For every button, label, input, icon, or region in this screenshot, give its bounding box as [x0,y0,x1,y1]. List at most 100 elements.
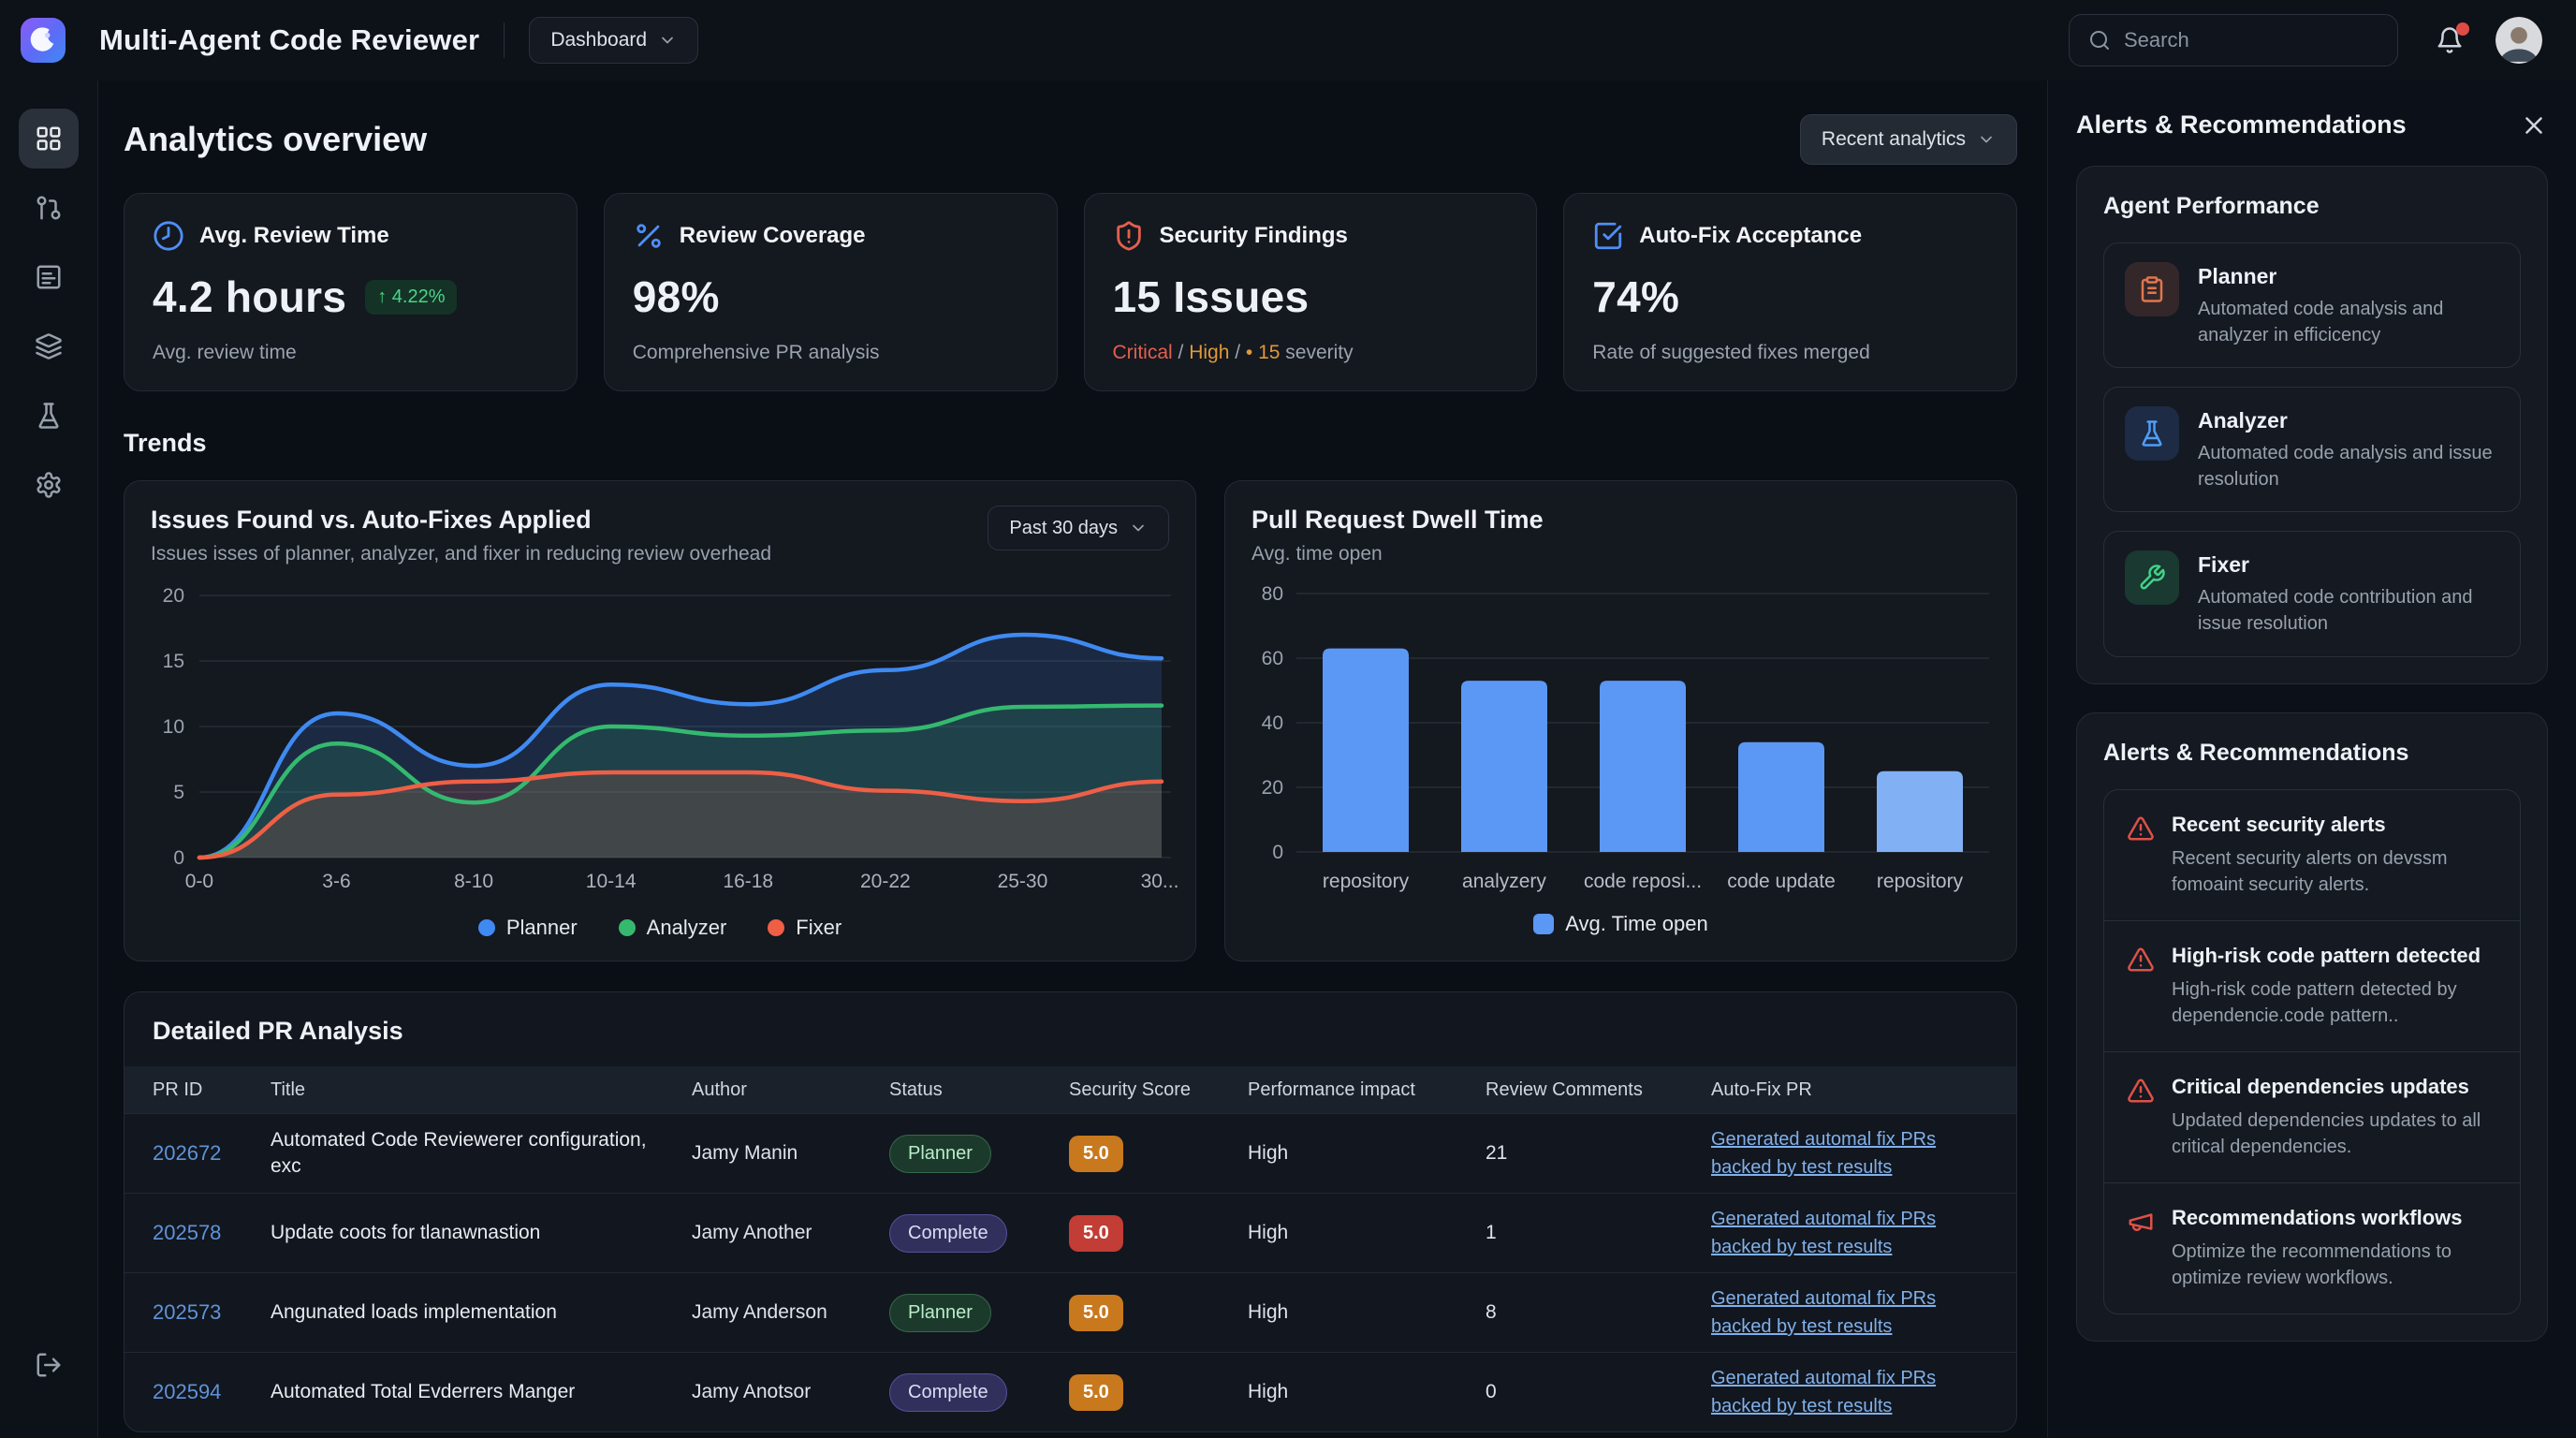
pr-title: Update coots for tlanawnastion [271,1221,541,1243]
x-axis-tick-label: 30... [1140,871,1179,892]
sidebar-item-experiments[interactable] [19,386,79,446]
review-queue-icon [37,265,61,289]
x-axis-tick-label: 8-10 [454,871,494,892]
alert-title: Recommendations workflows [2172,1205,2463,1229]
performance-impact: High [1248,1142,1289,1164]
column-header: Review Comments [1486,1078,1643,1100]
stat-label: Avg. Review Time [199,223,389,248]
legend-item: Planner [477,916,578,940]
charts-row: Issues Found vs. Auto-Fixes Applied Issu… [124,480,2017,961]
auto-fix-pr-link[interactable]: Generated automal fix PRs backed by test… [1711,1288,1937,1337]
agent-name: Fixer [2198,552,2249,578]
search-icon [2090,31,2109,50]
sidebar-item-pull-requests[interactable] [19,178,79,238]
alert-item: Critical dependencies updates Updated de… [2104,1050,2520,1182]
recent-analytics-dropdown[interactable]: Recent analytics [1799,114,2017,165]
sidebar-item-settings[interactable] [19,455,79,515]
logo-swirl-icon [30,27,54,51]
app-logo[interactable] [21,18,66,63]
stat-card: Avg. Review Time 4.2 hours ↑ 4.22% Avg. … [124,193,578,391]
security-score-badge: 5.0 [1069,1214,1123,1252]
legend-item: Analyzer [618,916,726,940]
range-dropdown[interactable]: Past 30 days [988,506,1169,550]
performance-impact: High [1248,1381,1289,1402]
dashboard-nav-button[interactable]: Dashboard [529,17,699,64]
search-box[interactable] [2069,14,2398,66]
pr-analysis-table-card: Detailed PR Analysis PR ID Title Author Sta… [124,991,2017,1432]
security-score-badge: 5.0 [1069,1135,1123,1172]
pr-title: Angunated loads implementation [271,1300,557,1323]
column-header: Security Score [1069,1078,1192,1100]
agent-item: Analyzer Automated code analysis and iss… [2103,387,2521,513]
security-score-badge: 5.0 [1069,1373,1123,1411]
alert-description: Updated dependencies updates to all crit… [2172,1109,2481,1157]
stat-card: Auto-Fix Acceptance 74% Rate of suggeste… [1563,193,2017,391]
stat-value: 74% [1592,272,1680,321]
clock-icon [153,220,184,252]
x-axis-tick-label: 10-14 [585,871,637,892]
alert-item: Recommendations workflows Optimize the r… [2104,1181,2520,1313]
svg-text:20: 20 [1262,777,1283,799]
issues-vs-fixes-chart-card: Issues Found vs. Auto-Fixes Applied Issu… [124,480,1196,961]
search-input[interactable] [2124,28,2378,52]
x-axis-tick-label: 16-18 [723,871,774,892]
line-chart-svg: 0 5 10 15 20 [163,585,1171,865]
pull-request-icon [37,196,61,220]
table-row: 202594 Automated Total Evderrers Manger … [124,1352,2016,1431]
shield-alert-icon [1113,220,1145,252]
alerts-recommendations-title: Alerts & Recommendations [2103,739,2409,766]
stat-subtext: Critical / High / • 15 severity [1113,342,1509,364]
pr-id-link[interactable]: 202594 [153,1380,222,1403]
sidebar-item-layers[interactable] [19,316,79,376]
auto-fix-pr-link[interactable]: Generated automal fix PRs backed by test… [1711,1129,1937,1178]
review-comments: 8 [1486,1301,1497,1323]
flask-icon [2125,406,2179,462]
line-chart-x-axis: 0-0 3-6 8-10 10-14 16-18 20-22 25-30 30... [151,871,1179,902]
column-header: Author [692,1078,747,1100]
agent-name: Planner [2198,264,2277,288]
table-header-row: PR ID Title Author Status Security Score Perf… [124,1066,2016,1113]
logout-icon [37,1353,61,1377]
alert-item: Recent security alerts Recent security a… [2104,790,2520,920]
stat-label: Security Findings [1159,223,1348,248]
pr-id-link[interactable]: 202578 [153,1221,222,1244]
svg-text:0: 0 [1272,842,1283,863]
stat-card: Security Findings 15 Issues Critical / H… [1083,193,1538,391]
trends-section-title: Trends [124,429,207,457]
alert-description: Recent security alerts on devssm fomoain… [2172,847,2448,895]
pr-id-link[interactable]: 202672 [153,1141,222,1165]
svg-text:20: 20 [163,585,184,607]
stat-label: Auto-Fix Acceptance [1639,223,1863,248]
svg-text:80: 80 [1262,584,1283,605]
stat-subtext-part: / [1229,342,1246,363]
user-avatar[interactable] [2496,17,2542,64]
notifications-button[interactable] [2436,22,2469,54]
stat-subtext-part: severity [1280,342,1354,363]
sidebar-item-logout[interactable] [19,1335,79,1395]
table-row: 202573 Angunated loads implementation Ja… [124,1272,2016,1352]
alerts-panel: Alerts & Recommendations Agent Performan… [2047,81,2576,1438]
flask-icon [38,403,59,429]
panel-close-button[interactable] [2520,111,2548,139]
agent-name: Analyzer [2198,408,2288,433]
sidebar-item-review-queue[interactable] [19,247,79,307]
auto-fix-pr-link[interactable]: Generated automal fix PRs backed by test… [1711,1209,1937,1257]
bar-chart-svg: 0 20 40 60 80 repository analyzery code reposi.… [1262,584,1989,892]
agent-performance-card: Agent Performance Planner Automated code… [2076,166,2548,684]
sidebar-item-dashboard[interactable] [19,109,79,169]
wrench-icon [2125,550,2179,606]
alert-description: High-risk code pattern detected by depen… [2172,978,2457,1026]
pr-id-link[interactable]: 202573 [153,1300,222,1324]
stat-subtext: Avg. review time [153,342,297,363]
stat-card: Review Coverage 98% Comprehensive PR ana… [603,193,1058,391]
sidebar [0,81,98,1438]
x-axis-tick-label: 20-22 [859,871,911,892]
agent-description: Automated code contribution and issue re… [2198,587,2473,634]
panel-title: Alerts & Recommendations [2076,110,2407,139]
status-badge: Planner [889,1293,991,1332]
column-header: PR ID [153,1078,203,1100]
stat-subtext: Comprehensive PR analysis [632,342,880,363]
alerts-recommendations-card: Alerts & Recommendations Recent security… [2076,712,2548,1342]
auto-fix-pr-link[interactable]: Generated automal fix PRs backed by test… [1711,1368,1937,1416]
clipboard-icon [2125,262,2179,316]
